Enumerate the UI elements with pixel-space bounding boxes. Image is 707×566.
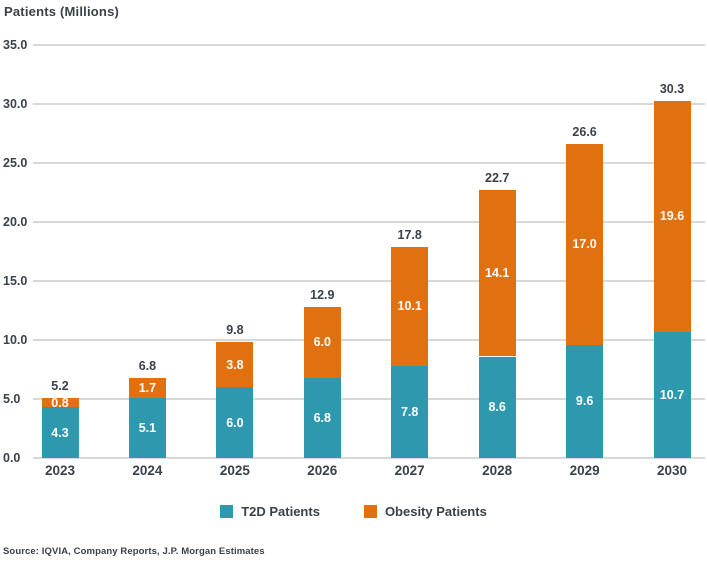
bar-value-label: 10.7 bbox=[659, 387, 685, 402]
x-axis-tick-label: 2030 bbox=[656, 463, 688, 478]
bar-value-label: 19.6 bbox=[659, 209, 685, 224]
bar-segment-t2d bbox=[303, 377, 341, 458]
x-axis-tick-label: 2023 bbox=[44, 463, 76, 478]
bar-value-label: 6.8 bbox=[313, 410, 331, 425]
y-axis-tick-label: 30.0 bbox=[3, 97, 28, 111]
gridline bbox=[33, 162, 705, 164]
bar-segment-t2d bbox=[128, 397, 166, 458]
y-axis-tick-label: 0.0 bbox=[3, 451, 21, 465]
bar-value-label: 14.1 bbox=[485, 266, 510, 281]
bar-segment-t2d bbox=[391, 366, 429, 458]
bar-value-label: 6.0 bbox=[226, 415, 244, 430]
bar-segment-obesity bbox=[128, 377, 166, 398]
gridline bbox=[33, 280, 705, 282]
legend: T2D Patients Obesity Patients bbox=[0, 504, 707, 519]
bar-segment-t2d bbox=[41, 407, 79, 458]
bar-value-label: 9.6 bbox=[575, 394, 594, 409]
legend-item: T2D Patients bbox=[220, 504, 320, 519]
legend-swatch-obesity bbox=[363, 505, 377, 518]
bar-value-label: 1.7 bbox=[138, 380, 157, 395]
bar-segment-t2d bbox=[216, 387, 254, 458]
bar-segment-t2d bbox=[478, 356, 516, 458]
gridline bbox=[33, 339, 705, 341]
gridline bbox=[33, 221, 705, 223]
bar-value-label: 0.8 bbox=[51, 395, 69, 410]
y-axis-tick-label: 5.0 bbox=[3, 392, 21, 406]
x-axis-tick-label: 2024 bbox=[132, 463, 163, 478]
bar-total-label: 5.2 bbox=[51, 378, 69, 393]
x-axis-tick-label: 2027 bbox=[394, 463, 425, 478]
bar-total-label: 12.9 bbox=[310, 288, 335, 302]
y-axis-tick-label: 20.0 bbox=[3, 215, 28, 229]
bar-segment-obesity bbox=[566, 144, 604, 345]
x-axis-tick-label: 2025 bbox=[219, 463, 250, 478]
bar-segment-obesity bbox=[41, 397, 79, 408]
bar-total-label: 26.6 bbox=[572, 125, 597, 140]
x-axis-tick-label: 2029 bbox=[569, 463, 600, 478]
bar-segment-t2d bbox=[653, 331, 691, 458]
bar-value-label: 10.1 bbox=[397, 299, 422, 314]
legend-label: T2D Patients bbox=[241, 504, 320, 519]
gridline bbox=[33, 44, 705, 46]
source-note: Source: IQVIA, Company Reports, J.P. Mor… bbox=[3, 546, 265, 557]
bar-total-label: 22.7 bbox=[485, 171, 510, 186]
bar-value-label: 3.8 bbox=[226, 357, 244, 372]
x-axis-tick-label: 2026 bbox=[307, 463, 338, 478]
y-axis-tick-label: 10.0 bbox=[3, 333, 28, 347]
bar-total-label: 9.8 bbox=[226, 323, 244, 338]
bar-value-label: 5.1 bbox=[138, 420, 157, 435]
y-axis-tick-label: 35.0 bbox=[3, 38, 28, 52]
gridline bbox=[33, 457, 705, 459]
gridline bbox=[33, 103, 705, 105]
bar-segment-t2d bbox=[566, 344, 604, 458]
y-axis-tick-label: 15.0 bbox=[3, 274, 28, 288]
bar-value-label: 17.0 bbox=[572, 237, 597, 252]
bar-total-label: 6.8 bbox=[138, 358, 157, 373]
bar-value-label: 6.0 bbox=[313, 335, 331, 350]
bar-total-label: 17.8 bbox=[397, 227, 422, 242]
x-axis-tick-label: 2028 bbox=[482, 463, 513, 478]
chart-title: Patients (Millions) bbox=[4, 4, 120, 19]
bar-total-label: 30.3 bbox=[659, 81, 685, 96]
bar-segment-obesity bbox=[216, 342, 254, 388]
y-axis-tick-label: 25.0 bbox=[3, 156, 28, 170]
bar-segment-obesity bbox=[653, 100, 691, 332]
gridline bbox=[33, 398, 705, 400]
bar-segment-obesity bbox=[391, 246, 429, 366]
bar-value-label: 4.3 bbox=[51, 425, 69, 440]
bar-value-label: 8.6 bbox=[488, 400, 506, 415]
legend-swatch-t2d bbox=[220, 505, 234, 518]
bar-segment-obesity bbox=[478, 190, 516, 357]
bar-segment-obesity bbox=[303, 307, 341, 378]
bar-value-label: 7.8 bbox=[400, 405, 419, 419]
legend-label: Obesity Patients bbox=[384, 504, 487, 519]
legend-item: Obesity Patients bbox=[363, 504, 487, 519]
